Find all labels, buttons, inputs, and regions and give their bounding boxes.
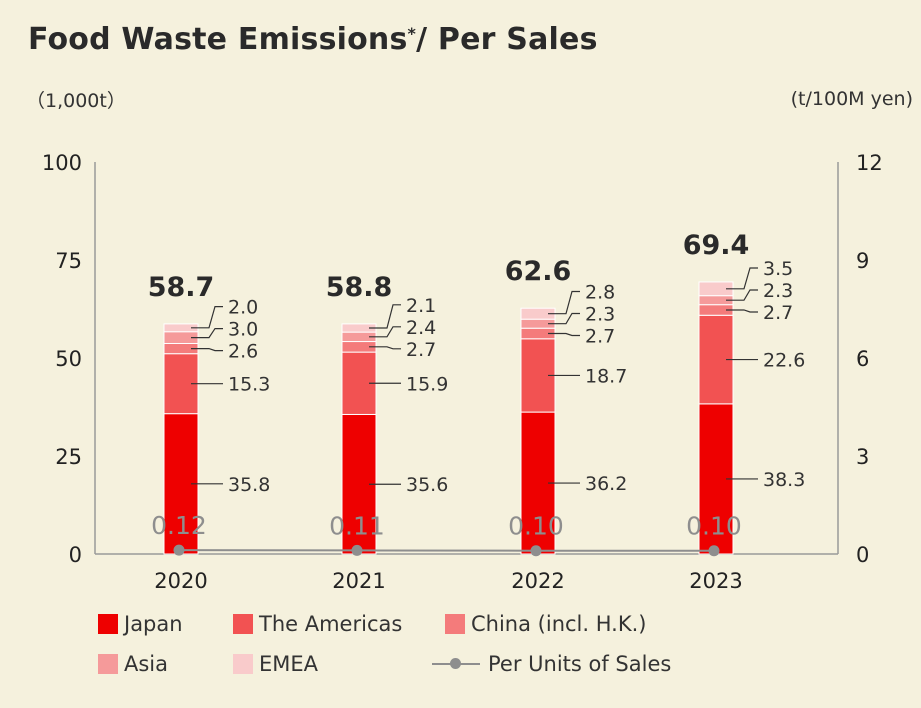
leader-2020-4 [191, 305, 223, 329]
data-label-2023-2: 2.7 [763, 302, 793, 324]
left-tick-label-25: 25 [55, 445, 82, 469]
legend-item-per-units-of-sales: Per Units of Sales [432, 652, 671, 676]
data-label-2021-1: 15.9 [406, 373, 448, 395]
per-sales-point-2023 [708, 545, 720, 557]
total-label-2023: 69.4 [683, 230, 750, 261]
right-tick-label-3: 3 [856, 445, 869, 469]
right-tick-label-9: 9 [856, 249, 869, 273]
left-tick-label-75: 75 [55, 249, 82, 273]
legend-label-the-americas: The Americas [259, 612, 403, 636]
data-label-2022-3: 2.3 [585, 304, 615, 326]
leader-2020-3 [191, 327, 223, 339]
per-sales-label-2023: 0.10 [686, 512, 742, 541]
data-label-2022-2: 2.7 [585, 326, 615, 348]
legend-swatch-japan [98, 614, 118, 634]
legend-swatch-per-units-of-sales [432, 654, 480, 674]
right-tick-label-6: 6 [856, 347, 869, 371]
data-label-2022-0: 36.2 [585, 473, 627, 495]
per-sales-point-2020 [173, 544, 185, 556]
leader-2023-2 [726, 309, 758, 313]
leader-2022-4 [548, 290, 580, 315]
legend-swatch-china [445, 614, 465, 634]
legend-label-china: China (incl. H.K.) [471, 612, 647, 636]
legend-label-japan: Japan [124, 612, 183, 636]
data-label-2020-0: 35.8 [228, 474, 270, 496]
left-tick-label-50: 50 [55, 347, 82, 371]
x-tick-label-2020: 2020 [154, 569, 207, 593]
leader-2020-2 [191, 347, 223, 352]
legend-item-asia: Asia [98, 652, 168, 676]
right-axis-unit: (t/100M yen) [790, 88, 913, 110]
per-sales-label-2020: 0.12 [151, 511, 207, 540]
legend-item-japan: Japan [98, 612, 183, 636]
total-label-2020: 58.7 [148, 272, 215, 303]
chart-title-footnote-mark: * [407, 24, 417, 43]
legend-label-asia: Asia [124, 652, 169, 676]
legend-swatch-the-americas [233, 614, 253, 634]
data-label-2023-4: 3.5 [763, 258, 793, 280]
leader-2022-2 [548, 332, 580, 337]
data-label-2020-1: 15.3 [228, 374, 270, 396]
data-label-2023-3: 2.3 [763, 280, 793, 302]
leader-2022-3 [548, 312, 580, 325]
right-tick-label-0: 0 [856, 543, 869, 567]
right-tick-label-12: 12 [856, 151, 883, 175]
data-label-2021-4: 2.1 [406, 295, 436, 317]
legend-swatch-asia [98, 654, 118, 674]
left-axis-unit: （1,000t） [26, 90, 126, 112]
left-tick-label-100: 100 [42, 151, 82, 175]
total-label-2021: 58.8 [326, 272, 393, 303]
per-sales-point-2021 [351, 544, 363, 556]
legend-label-emea: EMEA [259, 652, 319, 676]
data-label-2020-4: 2.0 [228, 297, 258, 319]
data-label-2023-0: 38.3 [763, 469, 805, 491]
x-tick-label-2023: 2023 [689, 569, 742, 593]
total-label-2022: 62.6 [505, 256, 572, 287]
left-tick-label-0: 0 [69, 543, 82, 567]
leader-2021-3 [369, 326, 401, 338]
leader-2023-4 [726, 267, 758, 290]
legend-item-china: China (incl. H.K.) [445, 612, 646, 636]
data-label-2022-4: 2.8 [585, 282, 615, 304]
legend-item-the-americas: The Americas [233, 612, 402, 636]
legend-swatch-emea [233, 654, 253, 674]
chart-title-secondary: / Per Sales [416, 22, 598, 57]
x-tick-label-2021: 2021 [332, 569, 385, 593]
data-label-2021-3: 2.4 [406, 317, 436, 339]
per-sales-label-2022: 0.10 [508, 512, 564, 541]
legend-label-per-units-of-sales: Per Units of Sales [488, 652, 672, 676]
chart-title-main: Food Waste Emissions [28, 22, 408, 57]
data-label-2021-2: 2.7 [406, 339, 436, 361]
data-label-2020-2: 2.6 [228, 341, 258, 363]
data-label-2020-3: 3.0 [228, 319, 258, 341]
data-label-2021-0: 35.6 [406, 474, 448, 496]
data-label-2023-1: 22.6 [763, 350, 805, 372]
chart-title: Food Waste Emissions*/ Per Sales [28, 22, 598, 57]
x-tick-label-2022: 2022 [511, 569, 564, 593]
per-sales-point-2022 [530, 545, 542, 557]
leader-2023-3 [726, 289, 758, 301]
legend-item-emea: EMEA [233, 652, 318, 676]
leader-2021-4 [369, 304, 401, 329]
leader-2021-2 [369, 346, 401, 350]
per-sales-label-2021: 0.11 [329, 511, 385, 540]
per-sales-line [178, 549, 714, 552]
data-label-2022-1: 18.7 [585, 365, 627, 387]
